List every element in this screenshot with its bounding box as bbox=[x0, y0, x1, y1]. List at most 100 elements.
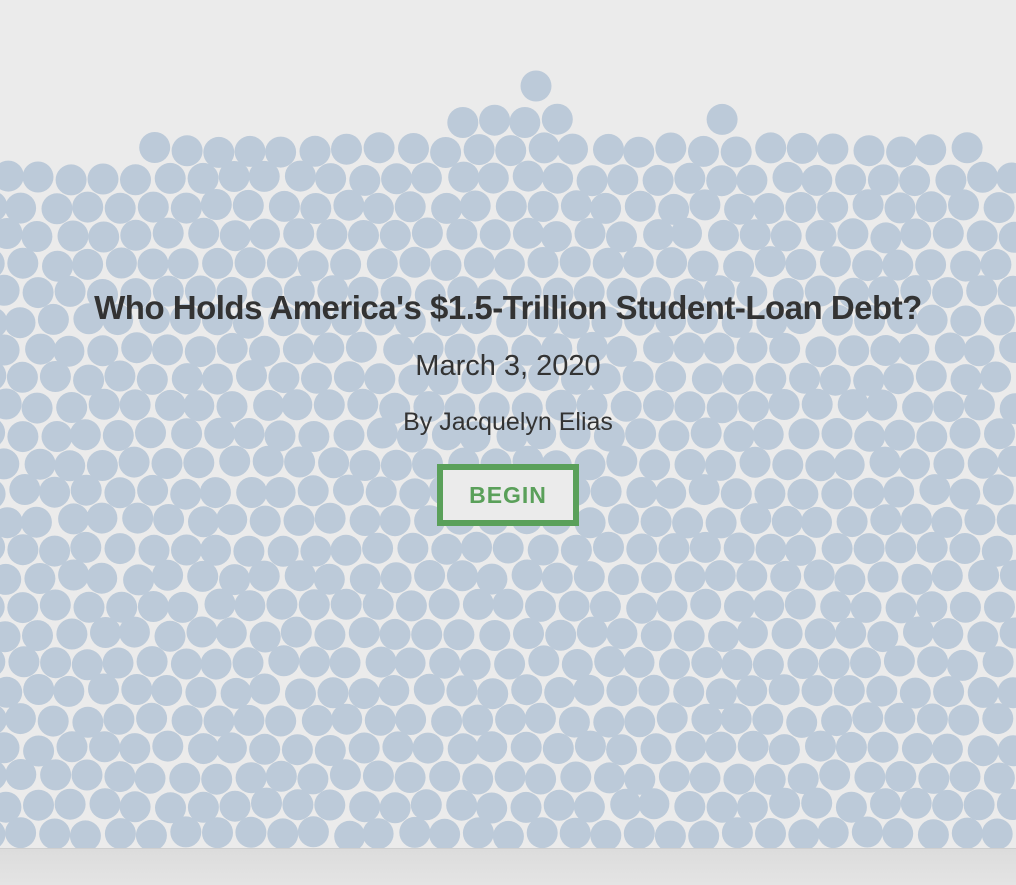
bubble bbox=[477, 678, 508, 709]
bubble bbox=[395, 648, 426, 679]
bubble bbox=[56, 164, 87, 195]
bubble bbox=[399, 817, 430, 848]
bubble bbox=[88, 164, 119, 195]
bubble bbox=[593, 707, 624, 738]
bubble bbox=[804, 560, 835, 591]
bubble bbox=[933, 676, 964, 707]
page-title: Who Holds America's $1.5-Trillion Studen… bbox=[0, 282, 1016, 334]
bubble bbox=[690, 763, 721, 794]
begin-button[interactable]: BEGIN bbox=[437, 464, 579, 526]
bubble bbox=[464, 134, 495, 165]
bubble bbox=[952, 132, 983, 163]
bubble bbox=[721, 649, 752, 680]
bubble bbox=[659, 761, 690, 792]
bubble bbox=[577, 165, 608, 196]
bubble bbox=[885, 192, 916, 223]
bubble bbox=[476, 793, 507, 824]
bubble bbox=[655, 821, 686, 848]
bubble bbox=[560, 762, 591, 793]
bubble bbox=[399, 247, 430, 278]
bubble bbox=[948, 705, 979, 736]
bubble bbox=[755, 818, 786, 848]
bubble bbox=[882, 818, 913, 848]
bubble bbox=[155, 792, 186, 823]
bubble bbox=[785, 589, 816, 620]
bubble bbox=[447, 560, 478, 591]
bubble bbox=[674, 163, 705, 194]
bubble bbox=[105, 193, 136, 224]
bubble bbox=[363, 818, 394, 848]
bubble bbox=[283, 218, 314, 249]
bubble bbox=[606, 675, 637, 706]
bubble bbox=[188, 792, 219, 823]
bubble bbox=[0, 732, 20, 763]
bubble bbox=[381, 562, 412, 593]
bubble bbox=[431, 193, 462, 224]
bubble bbox=[525, 703, 556, 734]
bubble bbox=[167, 592, 198, 623]
bubble bbox=[916, 191, 947, 222]
bubble bbox=[431, 534, 462, 565]
bubble bbox=[788, 763, 819, 794]
bubble bbox=[171, 193, 202, 224]
bubble bbox=[171, 649, 202, 680]
bubble bbox=[220, 220, 251, 251]
bubble bbox=[22, 620, 53, 651]
bubble bbox=[0, 592, 5, 623]
bubble bbox=[429, 589, 460, 620]
bubble bbox=[23, 674, 54, 705]
bubble bbox=[755, 246, 786, 277]
bubble bbox=[42, 251, 73, 282]
bubble bbox=[867, 621, 898, 652]
bubble bbox=[5, 193, 36, 224]
bubble bbox=[785, 249, 816, 280]
bubble bbox=[836, 732, 867, 763]
bubble bbox=[267, 818, 298, 848]
bubble bbox=[496, 191, 527, 222]
bubble bbox=[7, 248, 38, 279]
bubble bbox=[330, 535, 361, 566]
bubble bbox=[674, 620, 705, 651]
bubble bbox=[172, 135, 203, 166]
bubble bbox=[641, 562, 672, 593]
bubble bbox=[495, 704, 526, 735]
bubble bbox=[542, 104, 573, 135]
bubble bbox=[106, 592, 137, 623]
bubble bbox=[137, 646, 168, 677]
bubble bbox=[152, 731, 183, 762]
bubble bbox=[314, 619, 345, 650]
bubble bbox=[511, 792, 542, 823]
bubble bbox=[495, 761, 526, 792]
bubble bbox=[55, 789, 86, 820]
bubble bbox=[835, 164, 866, 195]
bubble bbox=[349, 791, 380, 822]
bubble bbox=[769, 734, 800, 765]
bubble bbox=[852, 702, 883, 733]
bubble bbox=[574, 792, 605, 823]
bubble bbox=[461, 532, 492, 563]
bubble bbox=[594, 762, 625, 793]
bubble bbox=[24, 563, 55, 594]
bubble bbox=[917, 646, 948, 677]
bubble bbox=[639, 675, 670, 706]
bubble bbox=[155, 163, 186, 194]
bubble bbox=[623, 137, 654, 168]
bubble bbox=[753, 649, 784, 680]
bubble bbox=[528, 535, 559, 566]
bubble bbox=[414, 674, 445, 705]
bubble bbox=[220, 791, 251, 822]
bubble bbox=[5, 703, 36, 734]
bubble bbox=[171, 535, 202, 566]
bubble bbox=[480, 219, 511, 250]
bubble bbox=[216, 732, 247, 763]
bubble bbox=[493, 821, 524, 848]
bubble bbox=[984, 763, 1015, 794]
bubble bbox=[334, 821, 365, 848]
bubble bbox=[380, 792, 411, 823]
bubble bbox=[476, 564, 507, 595]
bubble bbox=[641, 620, 672, 651]
bubble bbox=[736, 675, 767, 706]
bubble bbox=[721, 137, 752, 168]
bubble bbox=[495, 135, 526, 166]
bubble bbox=[396, 590, 427, 621]
